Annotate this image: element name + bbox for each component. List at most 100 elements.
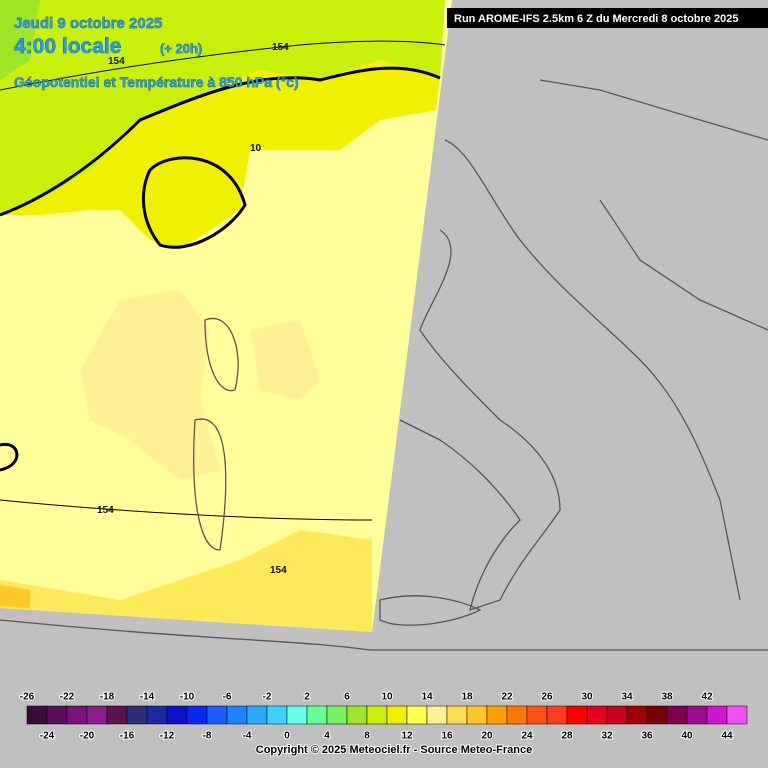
legend-swatch: [506, 705, 528, 725]
legend-tick-label: -14: [140, 692, 155, 703]
geopotential-line: [0, 499, 373, 521]
warm-patch: [250, 320, 320, 400]
legend-swatch: [606, 705, 628, 725]
legend-tick-label: 40: [681, 731, 693, 742]
legend-tick-label: -10: [180, 692, 195, 703]
legend-tick-label: -12: [160, 731, 175, 742]
legend-swatch: [326, 705, 348, 725]
warm-patch: [0, 530, 372, 632]
run: Run AROME-IFS 2.5km 6 Z du Mercredi 8 oc…: [454, 13, 738, 25]
legend-swatch: [646, 705, 668, 725]
legend-tick-label: 44: [721, 731, 733, 742]
legend-swatch: [706, 705, 728, 725]
legend-swatch: [546, 705, 568, 725]
legend-tick-label: -4: [243, 731, 252, 742]
legend-swatch: [466, 705, 488, 725]
legend-tick-label: -16: [120, 731, 135, 742]
legend: -26 -22 -18 -14 -10 -6 -2 2 6 10 14 18 22 26 30 34 38 42-…: [19, 691, 748, 743]
legend-tick-label: 26: [541, 692, 553, 703]
legend-tick-label: -18: [100, 692, 115, 703]
legend-tick-label: -22: [60, 692, 75, 703]
time: 4:00 locale: [14, 35, 121, 58]
contour-label: 10: [250, 143, 262, 154]
isotherm: [0, 66, 441, 217]
legend-swatch: [246, 705, 268, 725]
legend-tick-label: 34: [621, 692, 633, 703]
date: Jeudi 9 octobre 2025: [14, 15, 162, 32]
legend-tick-label: 6: [344, 692, 350, 703]
legend-tick-label: 22: [501, 692, 513, 703]
contour-label: 154: [272, 42, 289, 53]
legend-swatch: [726, 705, 748, 725]
geopotential-line: [0, 40, 446, 91]
legend-tick-label: 42: [701, 692, 713, 703]
warm-patch: [80, 290, 220, 480]
legend-swatch: [346, 705, 368, 725]
legend-tick-label: 24: [521, 731, 533, 742]
contour-label: 154: [270, 565, 287, 576]
legend-tick-label: -8: [203, 731, 212, 742]
legend-swatch: [386, 705, 408, 725]
field: Géopotentiel et Température à 850 hPa (°…: [14, 74, 299, 90]
legend-swatch: [106, 705, 128, 725]
contour-label: 154: [97, 505, 114, 516]
warm-area: [0, 60, 440, 250]
legend-swatch: [666, 705, 688, 725]
legend-tick-label: 0: [284, 731, 290, 742]
coastlines: [0, 79, 768, 651]
legend-swatch: [226, 705, 248, 725]
legend-tick-label: 14: [421, 692, 433, 703]
legend-tick-label: 20: [481, 731, 493, 742]
cold-area: [0, 0, 445, 215]
legend-tick-label: -26: [20, 692, 35, 703]
legend-tick-label: 10: [381, 692, 393, 703]
legend-swatch: [586, 705, 608, 725]
lead: (+ 20h): [160, 41, 202, 56]
legend-tick-label: -6: [223, 692, 232, 703]
legend-tick-label: 28: [561, 731, 573, 742]
legend-swatch: [126, 705, 148, 725]
copyright: Copyright © 2025 Meteociel.fr - Source M…: [256, 744, 532, 756]
legend-swatch: [686, 705, 708, 725]
legend-tick-label: 36: [641, 731, 653, 742]
legend-tick-label: 38: [661, 692, 673, 703]
legend-swatch: [446, 705, 468, 725]
legend-swatch: [86, 705, 108, 725]
cold-area: [0, 0, 40, 80]
legend-swatch: [266, 705, 288, 725]
legend-swatch: [206, 705, 228, 725]
warm-patch: [0, 585, 30, 608]
legend-tick-label: 30: [581, 692, 593, 703]
legend-tick-label: 4: [324, 731, 330, 742]
legend-tick-label: 18: [461, 692, 473, 703]
legend-swatch: [426, 705, 448, 725]
legend-swatch: [486, 705, 508, 725]
legend-swatch: [626, 705, 648, 725]
legend-tick-label: -2: [263, 692, 272, 703]
legend-swatch: [26, 705, 48, 725]
legend-swatch: [306, 705, 328, 725]
legend-swatch: [146, 705, 168, 725]
legend-tick-label: -24: [40, 731, 55, 742]
isotherm: [0, 442, 19, 472]
legend-swatch: [526, 705, 548, 725]
legend-tick-label: 8: [364, 731, 370, 742]
legend-tick-label: 32: [601, 731, 613, 742]
legend-swatch: [406, 705, 428, 725]
run-bar: [447, 8, 768, 28]
legend-tick-label: 2: [304, 692, 310, 703]
legend-tick-label: 12: [401, 731, 413, 742]
legend-swatch: [286, 705, 308, 725]
legend-swatch: [166, 705, 188, 725]
legend-swatch: [566, 705, 588, 725]
legend-swatch: [46, 705, 68, 725]
legend-tick-label: -20: [80, 731, 95, 742]
legend-swatch: [366, 705, 388, 725]
contour-label: 154: [108, 56, 125, 67]
legend-swatch: [66, 705, 88, 725]
legend-swatch: [186, 705, 208, 725]
isotherm: [141, 156, 247, 249]
legend-tick-label: 16: [441, 731, 453, 742]
